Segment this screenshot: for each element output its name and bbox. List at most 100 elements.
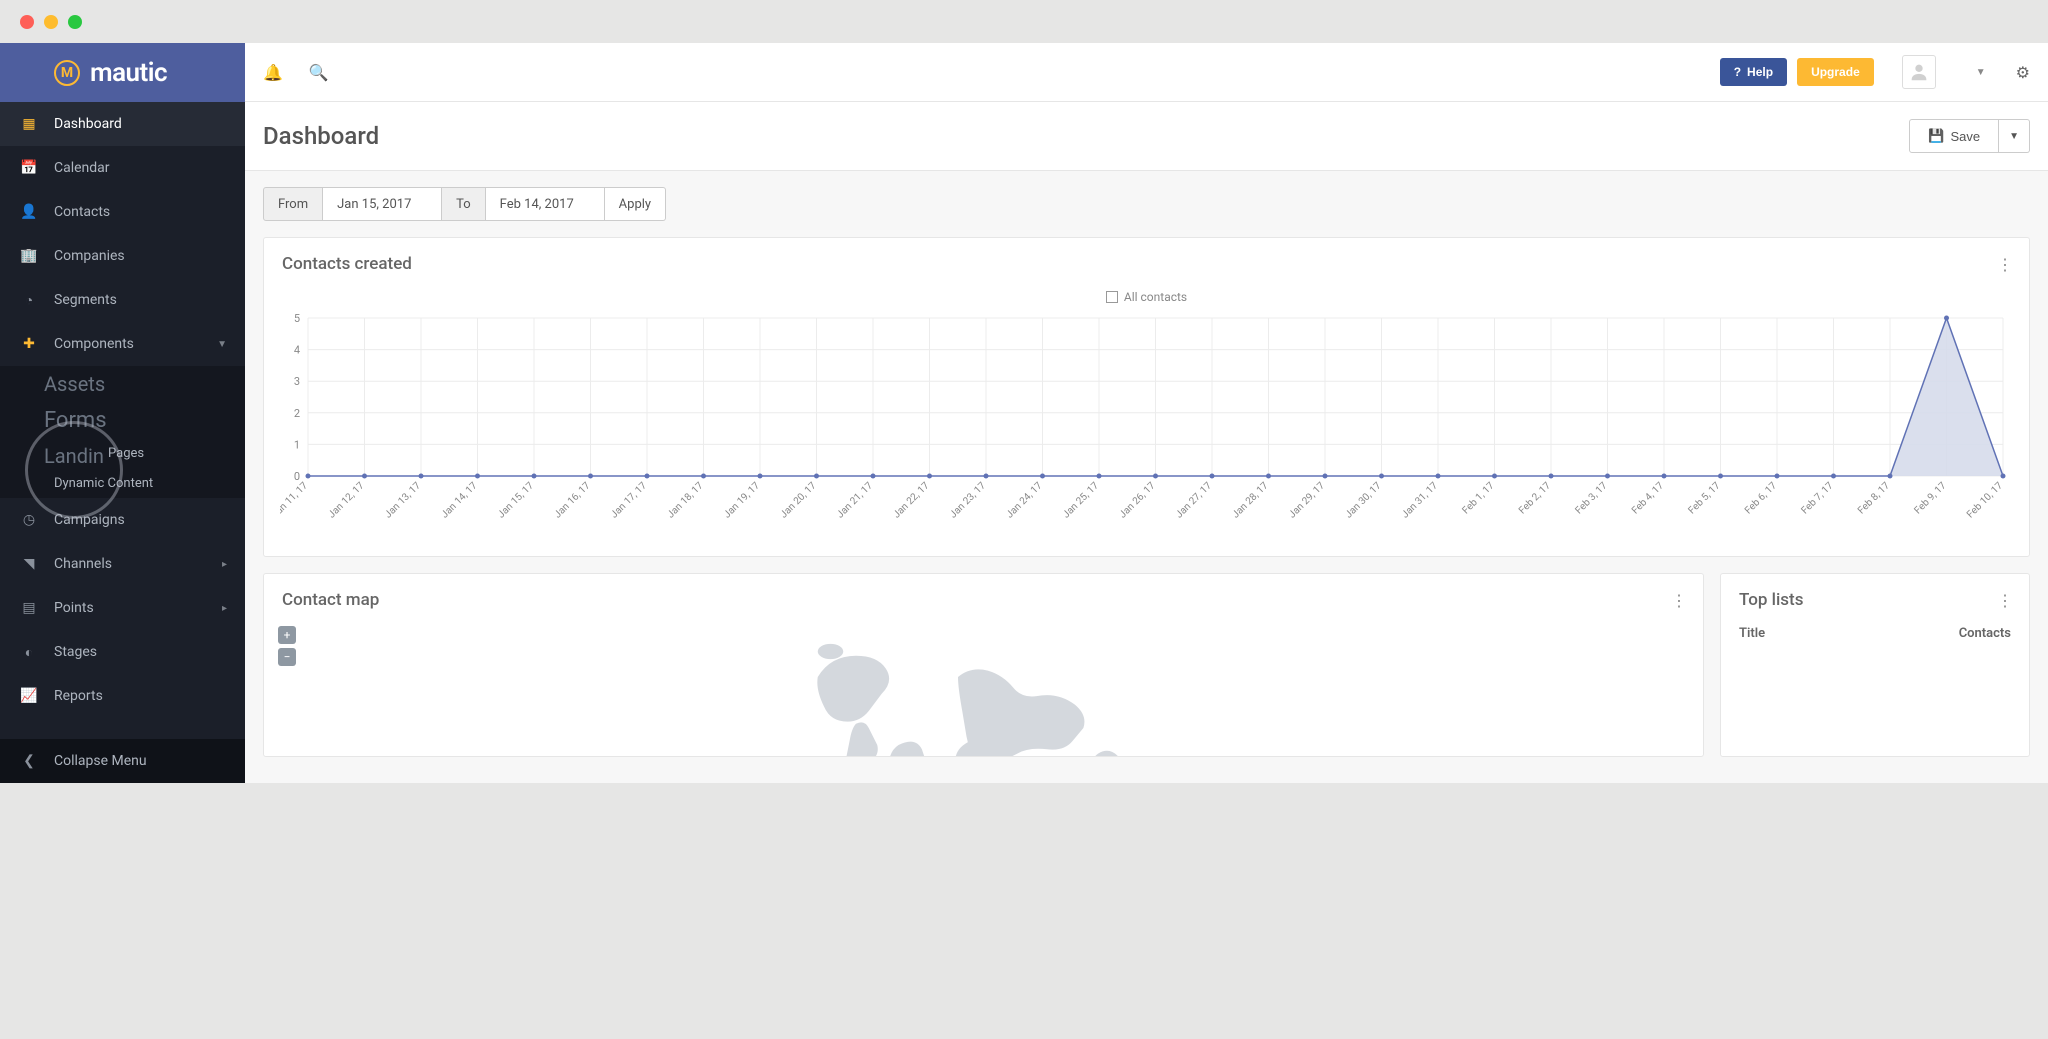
sidebar-item-calendar[interactable]: 📅 Calendar: [0, 146, 245, 190]
sidebar-item-components[interactable]: ✚ Components ▼: [0, 322, 245, 366]
svg-text:Jan 18, 17: Jan 18, 17: [665, 480, 705, 520]
window-close-icon[interactable]: [20, 15, 34, 29]
save-icon: 💾: [1928, 128, 1944, 144]
help-icon: ?: [1734, 65, 1741, 79]
rss-icon: ◥: [20, 556, 38, 572]
sidebar-item-label: Stages: [54, 644, 97, 660]
svg-text:Jan 31, 17: Jan 31, 17: [1400, 480, 1440, 520]
svg-text:Feb 6, 17: Feb 6, 17: [1743, 480, 1779, 516]
save-dropdown-button[interactable]: ▼: [1999, 119, 2030, 153]
sidebar-item-dashboard[interactable]: ▦ Dashboard: [0, 102, 245, 146]
svg-text:Feb 3, 17: Feb 3, 17: [1573, 480, 1609, 516]
clock-icon: ◷: [20, 512, 38, 528]
sidebar-item-campaigns[interactable]: ◷ Campaigns: [0, 498, 245, 542]
sidebar-submenu-components: Assets Forms Landin Pages Dynamic Conten…: [0, 366, 245, 498]
sidebar-item-label: Reports: [54, 688, 103, 704]
col-title: Title: [1739, 626, 1959, 641]
svg-text:2: 2: [294, 407, 300, 420]
top-lists-panel: Top lists ⋮ Title Contacts: [1720, 573, 2030, 757]
gauge-icon: ◐: [20, 644, 38, 661]
puzzle-icon: ✚: [20, 336, 38, 352]
top-lists-header: Title Contacts: [1721, 626, 2029, 651]
svg-text:Feb 7, 17: Feb 7, 17: [1799, 480, 1835, 516]
chevron-down-icon: ▼: [217, 339, 227, 350]
svg-text:1: 1: [294, 438, 300, 451]
browser-chrome: [0, 0, 2048, 43]
chart-legend[interactable]: All contacts: [280, 290, 2013, 304]
world-map: [278, 626, 1689, 756]
svg-text:Jan 28, 17: Jan 28, 17: [1230, 480, 1270, 520]
sidebar-item-stages[interactable]: ◐ Stages: [0, 630, 245, 674]
svg-text:Jan 22, 17: Jan 22, 17: [891, 480, 931, 520]
chevron-down-icon: ▼: [2009, 131, 2019, 142]
svg-text:Jan 30, 17: Jan 30, 17: [1343, 480, 1383, 520]
apply-button[interactable]: Apply: [605, 187, 666, 221]
search-icon[interactable]: 🔍: [309, 63, 329, 82]
settings-gear-icon[interactable]: ⚙: [2016, 63, 2030, 82]
dashboard-icon: ▦: [20, 116, 38, 132]
legend-checkbox-icon: [1106, 291, 1118, 303]
sidebar-item-companies[interactable]: 🏢 Companies: [0, 234, 245, 278]
window-minimize-icon[interactable]: [44, 15, 58, 29]
bell-icon[interactable]: 🔔: [263, 63, 283, 82]
line-chart: 012345Jan 11, 17Jan 12, 17Jan 13, 17Jan …: [280, 308, 2013, 538]
svg-text:Jan 12, 17: Jan 12, 17: [326, 480, 366, 520]
sidebar-item-contacts[interactable]: 👤 Contacts: [0, 190, 245, 234]
sidebar-sub-landing-pages[interactable]: Pages: [0, 438, 144, 468]
svg-text:Jan 21, 17: Jan 21, 17: [835, 480, 875, 520]
svg-text:Jan 11, 17: Jan 11, 17: [280, 480, 310, 520]
svg-text:Jan 17, 17: Jan 17, 17: [609, 480, 649, 520]
svg-text:5: 5: [294, 312, 300, 325]
svg-text:Feb 4, 17: Feb 4, 17: [1630, 480, 1666, 516]
panel-menu-icon[interactable]: ⋮: [1671, 591, 1685, 610]
page-header: Dashboard 💾 Save ▼: [245, 102, 2048, 171]
user-avatar[interactable]: [1902, 55, 1936, 89]
to-input-wrap: [486, 187, 605, 221]
sidebar-item-reports[interactable]: 📈 Reports: [0, 674, 245, 718]
svg-text:Feb 9, 17: Feb 9, 17: [1912, 480, 1948, 516]
svg-text:3: 3: [294, 375, 300, 388]
col-contacts: Contacts: [1959, 626, 2011, 641]
to-date-input[interactable]: [500, 197, 590, 212]
svg-text:Jan 23, 17: Jan 23, 17: [948, 480, 988, 520]
svg-text:Jan 27, 17: Jan 27, 17: [1174, 480, 1214, 520]
svg-text:0: 0: [294, 470, 300, 483]
brand-logo-icon: M: [54, 60, 80, 86]
sidebar-sub-assets-ghost: Assets: [0, 366, 245, 402]
help-button[interactable]: ? Help: [1720, 58, 1787, 86]
from-input-wrap: [323, 187, 442, 221]
sidebar-item-label: Points: [54, 600, 94, 616]
calculator-icon: ▤: [20, 600, 38, 616]
panel-title: Contacts created: [282, 254, 412, 274]
svg-text:Feb 5, 17: Feb 5, 17: [1686, 480, 1722, 516]
panel-title: Contact map: [282, 590, 379, 610]
page-title: Dashboard: [263, 122, 379, 150]
save-button[interactable]: 💾 Save: [1909, 119, 1999, 153]
window-maximize-icon[interactable]: [68, 15, 82, 29]
upgrade-button[interactable]: Upgrade: [1797, 58, 1874, 86]
sidebar-item-label: Campaigns: [54, 512, 125, 528]
chart-icon: 📈: [20, 688, 38, 704]
sidebar-item-channels[interactable]: ◥ Channels ▸: [0, 542, 245, 586]
svg-text:Jan 24, 17: Jan 24, 17: [1004, 480, 1044, 520]
zoom-out-button[interactable]: −: [278, 648, 296, 666]
svg-text:Feb 1, 17: Feb 1, 17: [1460, 480, 1496, 516]
panel-menu-icon[interactable]: ⋮: [1997, 255, 2011, 274]
sidebar-item-segments[interactable]: ◔ Segments: [0, 278, 245, 322]
brand-text: mautic: [90, 58, 167, 88]
collapse-menu-button[interactable]: ❮ Collapse Menu: [0, 739, 245, 783]
main: 🔔 🔍 ? Help Upgrade ▼ ⚙ Dashboard: [245, 43, 2048, 783]
avatar-icon: [1908, 61, 1930, 83]
user-menu-caret[interactable]: ▼: [1976, 67, 1986, 78]
from-date-input[interactable]: [337, 197, 427, 212]
zoom-in-button[interactable]: +: [278, 626, 296, 644]
svg-text:Jan 13, 17: Jan 13, 17: [383, 480, 423, 520]
chevron-left-icon: ❮: [20, 753, 38, 769]
brand[interactable]: M mautic: [0, 43, 245, 102]
sidebar-item-label: Dashboard: [54, 116, 122, 132]
from-label: From: [263, 187, 323, 221]
svg-text:Jan 15, 17: Jan 15, 17: [496, 480, 536, 520]
sidebar-item-points[interactable]: ▤ Points ▸: [0, 586, 245, 630]
panel-menu-icon[interactable]: ⋮: [1997, 591, 2011, 610]
pie-icon: ◔: [20, 292, 38, 309]
